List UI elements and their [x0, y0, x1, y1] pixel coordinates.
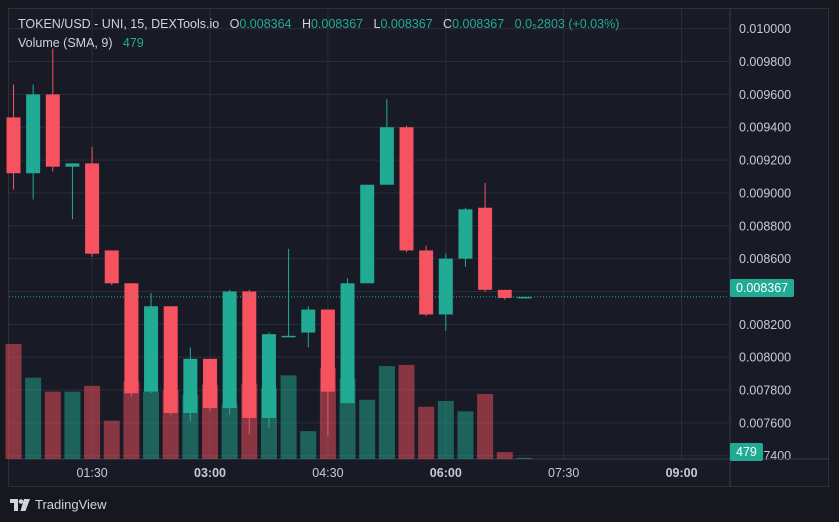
low-value: 0.008367: [380, 17, 433, 31]
volume-label: Volume (SMA, 9): [18, 36, 113, 50]
x-tick-label: 09:00: [666, 466, 698, 480]
y-tick-label: 0.009000: [739, 186, 791, 200]
open-value: 0.008364: [239, 17, 292, 31]
y-tick-label: 0.007600: [739, 416, 791, 430]
candle-body: [320, 309, 335, 392]
x-tick-label: 03:00: [194, 466, 226, 480]
change-value: 0.0₅2803 (+0.03%): [514, 17, 620, 31]
tradingview-icon: [10, 498, 30, 511]
y-tick-label: 0.009800: [739, 55, 791, 69]
volume-bar: [44, 391, 61, 459]
volume-bar: [221, 404, 238, 459]
candle-body: [6, 117, 21, 174]
volume-tag: 479: [730, 443, 763, 461]
volume-bar: [437, 400, 454, 459]
volume-bar: [25, 377, 42, 459]
candle-body: [497, 289, 512, 299]
candle-body: [163, 306, 178, 414]
volume-legend[interactable]: Volume (SMA, 9) 479: [18, 36, 144, 50]
volume-bar: [103, 420, 120, 459]
x-tick-label: 04:30: [312, 466, 343, 480]
candle-body: [419, 250, 434, 315]
volume-bar: [123, 381, 140, 459]
candle-body: [261, 334, 276, 418]
volume-value: 479: [122, 36, 144, 50]
candle-body: [399, 127, 414, 251]
volume-bar: [398, 364, 415, 459]
low-label: L: [373, 17, 381, 31]
x-tick-label: 01:30: [76, 466, 107, 480]
candle-body: [517, 296, 532, 299]
x-tick-label: 06:00: [430, 466, 462, 480]
volume-bar: [457, 411, 474, 459]
volume-bar: [378, 366, 395, 459]
candle-body: [478, 207, 493, 290]
volume-bar: [516, 457, 533, 459]
candle-body: [104, 250, 119, 284]
candle-body: [438, 258, 453, 315]
candle-body: [340, 283, 355, 404]
x-tick-label: 07:30: [548, 466, 579, 480]
volume-bar: [300, 431, 317, 459]
candle-body: [458, 209, 473, 259]
candle-body: [85, 163, 100, 254]
close-label: C: [443, 17, 453, 31]
ohlc-legend: TOKEN/USD - UNI, 15, DEXTools.io O0.0083…: [18, 17, 619, 31]
y-tick-label: 0.009400: [739, 121, 791, 135]
candle-body: [26, 94, 41, 174]
high-value: 0.008367: [310, 17, 364, 31]
candle-body: [45, 94, 60, 167]
y-tick-label: 0.008200: [739, 318, 791, 332]
volume-bar: [280, 375, 297, 459]
y-tick-label: 0.009200: [739, 154, 791, 168]
y-tick-label: 0.008600: [739, 252, 791, 266]
volume-bar: [359, 399, 376, 459]
candle-body: [183, 358, 198, 414]
candle-body: [281, 335, 296, 338]
volume-bar: [418, 406, 435, 459]
candle-body: [360, 184, 375, 284]
symbol-title: TOKEN/USD - UNI, 15, DEXTools.io: [18, 17, 220, 31]
y-tick-label: 0.008800: [739, 219, 791, 233]
volume-bar: [477, 393, 494, 459]
y-tick-label: 0.009600: [739, 88, 791, 102]
candle-body: [124, 283, 139, 394]
volume-bar: [496, 452, 513, 459]
volume-bar: [143, 391, 160, 459]
candle-body: [222, 291, 237, 409]
close-value: 0.008367: [452, 17, 505, 31]
candle-body: [379, 127, 394, 185]
volume-bar: [64, 391, 81, 459]
candle-body: [301, 309, 316, 333]
last-price-tag: 0.008367: [730, 279, 795, 297]
volume-bar: [84, 385, 101, 459]
y-tick-label: 0.008000: [739, 351, 791, 365]
volume-bar: [5, 344, 22, 459]
open-label: O: [229, 17, 240, 31]
y-tick-label: 0.010000: [739, 22, 791, 36]
tradingview-brand: TradingView: [35, 497, 107, 512]
candle-body: [144, 306, 159, 392]
candle-body: [203, 358, 217, 409]
high-label: H: [301, 17, 311, 31]
candle-body: [242, 291, 257, 418]
y-tick-label: 0.007800: [739, 384, 791, 398]
tradingview-logo[interactable]: TradingView: [10, 497, 107, 512]
candle-body: [65, 163, 80, 167]
